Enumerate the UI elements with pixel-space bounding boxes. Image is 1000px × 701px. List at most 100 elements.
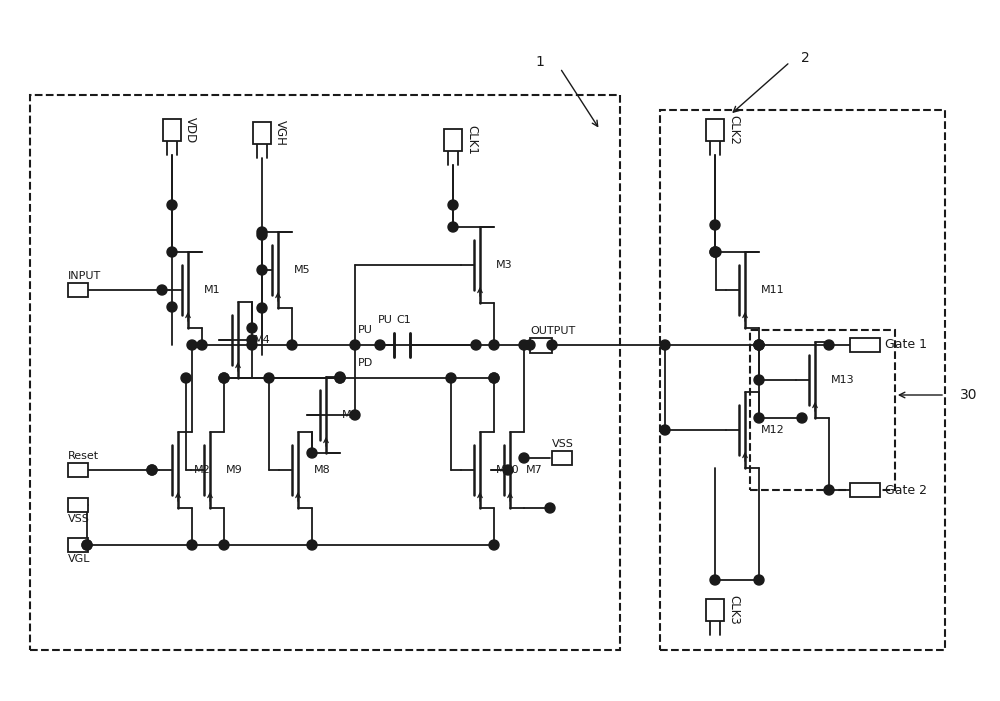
Text: M6: M6 — [342, 410, 359, 420]
Circle shape — [710, 575, 720, 585]
Circle shape — [375, 340, 385, 350]
Circle shape — [350, 340, 360, 350]
Circle shape — [489, 373, 499, 383]
Circle shape — [247, 340, 257, 350]
Circle shape — [335, 373, 345, 383]
Text: C1: C1 — [397, 315, 411, 325]
Text: CLK3: CLK3 — [727, 595, 740, 625]
Circle shape — [824, 340, 834, 350]
Circle shape — [660, 340, 670, 350]
Circle shape — [754, 340, 764, 350]
Circle shape — [167, 302, 177, 312]
Circle shape — [247, 335, 257, 345]
Circle shape — [335, 372, 345, 382]
Text: CLK1: CLK1 — [465, 125, 478, 155]
Circle shape — [489, 373, 499, 383]
Circle shape — [448, 222, 458, 232]
Circle shape — [754, 413, 764, 423]
Bar — [552, 451, 572, 465]
Text: Gate 2: Gate 2 — [885, 484, 927, 496]
Circle shape — [503, 465, 513, 475]
Circle shape — [257, 230, 267, 240]
Circle shape — [711, 247, 721, 257]
Circle shape — [824, 485, 834, 495]
Circle shape — [257, 303, 267, 313]
Circle shape — [287, 340, 297, 350]
Text: M5: M5 — [294, 265, 311, 275]
Circle shape — [82, 540, 92, 550]
Text: M12: M12 — [761, 425, 785, 435]
Text: 1: 1 — [536, 55, 544, 69]
Text: PD: PD — [358, 358, 373, 368]
Circle shape — [446, 373, 456, 383]
Text: 30: 30 — [960, 388, 978, 402]
Circle shape — [547, 340, 557, 350]
Circle shape — [471, 340, 481, 350]
Circle shape — [264, 373, 274, 383]
Bar — [706, 119, 724, 141]
Circle shape — [350, 410, 360, 420]
Bar — [253, 122, 271, 144]
Text: M11: M11 — [761, 285, 785, 295]
Circle shape — [448, 200, 458, 210]
Circle shape — [257, 265, 267, 275]
Text: PU: PU — [378, 315, 393, 325]
Text: VGH: VGH — [274, 120, 287, 146]
Circle shape — [545, 503, 555, 513]
Circle shape — [219, 373, 229, 383]
Circle shape — [307, 448, 317, 458]
Circle shape — [187, 540, 197, 550]
Circle shape — [519, 340, 529, 350]
Bar — [706, 599, 724, 621]
Circle shape — [519, 453, 529, 463]
Circle shape — [489, 540, 499, 550]
Circle shape — [219, 373, 229, 383]
Text: M10: M10 — [496, 465, 520, 475]
Bar — [68, 538, 88, 552]
Bar — [68, 283, 88, 297]
Circle shape — [710, 247, 720, 257]
Text: VSS: VSS — [552, 439, 574, 449]
Text: M8: M8 — [314, 465, 331, 475]
Text: INPUT: INPUT — [68, 271, 101, 281]
Text: M7: M7 — [526, 465, 543, 475]
Bar — [530, 338, 552, 353]
Circle shape — [147, 465, 157, 475]
Circle shape — [335, 373, 345, 383]
Bar — [850, 338, 880, 352]
Circle shape — [660, 425, 670, 435]
Text: VSS: VSS — [68, 514, 90, 524]
Circle shape — [82, 540, 92, 550]
Circle shape — [219, 540, 229, 550]
Circle shape — [197, 340, 207, 350]
Circle shape — [257, 227, 267, 237]
Text: M2: M2 — [194, 465, 211, 475]
Text: M3: M3 — [496, 260, 513, 270]
Text: VDD: VDD — [184, 117, 197, 143]
Text: M1: M1 — [204, 285, 221, 295]
Bar — [30, 95, 620, 650]
Bar — [750, 330, 895, 490]
Text: Reset: Reset — [68, 451, 99, 461]
Text: M13: M13 — [831, 375, 855, 385]
Bar — [68, 498, 88, 512]
Text: CLK2: CLK2 — [727, 115, 740, 145]
Circle shape — [247, 323, 257, 333]
Bar — [850, 483, 880, 497]
Bar — [163, 119, 181, 141]
Circle shape — [754, 375, 764, 385]
Circle shape — [147, 465, 157, 475]
Circle shape — [167, 200, 177, 210]
Circle shape — [157, 285, 167, 295]
Text: VGL: VGL — [68, 554, 90, 564]
Circle shape — [710, 247, 720, 257]
Circle shape — [187, 340, 197, 350]
Text: PU: PU — [358, 325, 373, 335]
Bar — [444, 129, 462, 151]
Bar — [660, 110, 945, 650]
Circle shape — [754, 575, 764, 585]
Circle shape — [754, 340, 764, 350]
Bar — [68, 463, 88, 477]
Text: Gate 1: Gate 1 — [885, 339, 927, 351]
Circle shape — [489, 340, 499, 350]
